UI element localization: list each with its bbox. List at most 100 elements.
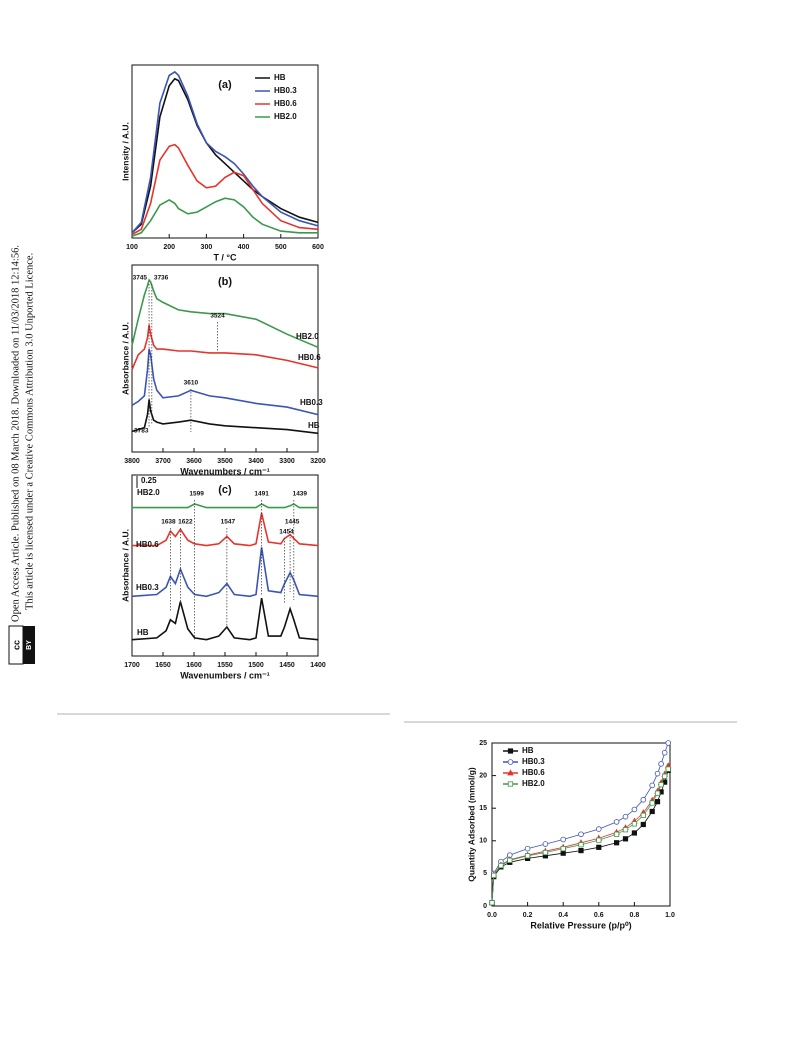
series-line	[132, 503, 318, 509]
point	[613, 819, 620, 825]
point	[578, 842, 584, 848]
plot-frame	[491, 742, 671, 907]
point	[622, 836, 629, 842]
x-tick-label: 600	[312, 244, 324, 251]
legend-label: HB	[274, 73, 286, 82]
annotation: 1445	[285, 519, 300, 526]
point	[662, 773, 668, 779]
point	[622, 827, 629, 833]
point	[595, 826, 602, 832]
point	[658, 761, 664, 767]
point	[640, 812, 646, 818]
point	[507, 759, 514, 765]
x-tick-label: 0.4	[558, 912, 568, 919]
badge-text: BY	[26, 640, 33, 650]
series-line	[131, 399, 319, 435]
point	[631, 806, 638, 813]
x-tick-label: 400	[238, 244, 250, 251]
point	[658, 782, 664, 788]
y-tick-label: 15	[479, 805, 487, 812]
chart-title: (b)	[218, 276, 232, 288]
annotation: 1547	[221, 519, 236, 526]
y-axis-label: Absorbance / A.U.	[120, 322, 130, 395]
annotation: 1622	[178, 519, 193, 526]
y-axis-label: Absorbance / A.U.	[120, 529, 130, 602]
x-tick-label: 1400	[310, 662, 326, 669]
y-tick-label: 10	[479, 838, 487, 845]
annotation: 1439	[293, 491, 308, 498]
x-tick-label: 1550	[217, 662, 233, 669]
annotation: 3783	[134, 428, 149, 435]
series-label: HB0.6	[136, 540, 159, 549]
y-tick-label: 0	[483, 903, 487, 910]
y-tick-label: 5	[483, 870, 487, 877]
point	[631, 821, 638, 827]
series-line	[131, 547, 319, 598]
point	[649, 808, 655, 815]
legend-label: HB0.6	[522, 768, 545, 777]
point	[654, 770, 661, 777]
point	[524, 845, 531, 852]
series-label: HB2.0	[137, 488, 160, 497]
plot-frame	[131, 64, 319, 239]
x-tick-label: 0.0	[487, 912, 497, 919]
x-tick-label: 1700	[124, 662, 140, 669]
point	[578, 847, 584, 854]
point	[614, 840, 620, 846]
scale-bar-label: 0.25	[141, 476, 157, 485]
annotation: 3736	[154, 275, 169, 282]
series-line	[131, 597, 319, 641]
y-axis-label: Quantity Adsorbed (mmol/g)	[466, 767, 476, 882]
series-line	[131, 143, 319, 236]
legend-label: HB0.6	[274, 99, 297, 108]
plot-frame	[131, 264, 319, 453]
legend-label: HB2.0	[274, 112, 297, 121]
x-tick-label: 1500	[248, 662, 264, 669]
sidebar-line: This article is licensed under a Creativ…	[24, 253, 35, 610]
legend-label: HB	[522, 746, 534, 755]
x-tick-label: 3200	[310, 458, 326, 465]
y-axis-label: Intensity / A.U.	[120, 122, 130, 181]
point	[654, 790, 661, 796]
legend-label: HB2.0	[522, 779, 545, 788]
x-tick-label: 3500	[217, 458, 233, 465]
x-tick-label: 3800	[124, 458, 140, 465]
point	[665, 740, 672, 746]
point	[542, 841, 549, 847]
point	[578, 831, 584, 838]
series-line	[131, 197, 318, 238]
x-tick-label: 1650	[155, 662, 171, 669]
chart-title: (c)	[218, 484, 232, 496]
annotation: 1454	[279, 529, 294, 536]
chart-title: (a)	[218, 79, 232, 91]
point	[649, 800, 655, 806]
legend-label: HB0.3	[274, 86, 297, 95]
x-axis-label: Wavenumbers / cm⁻¹	[180, 466, 269, 476]
x-tick-label: 0.8	[630, 912, 640, 919]
x-tick-label: 1600	[186, 662, 202, 669]
series-label: HB0.3	[300, 398, 323, 407]
point	[491, 872, 497, 878]
point	[507, 781, 514, 787]
x-tick-label: 0.2	[523, 912, 533, 919]
series-label: HB0.6	[298, 353, 321, 362]
point	[560, 846, 566, 852]
annotation: 1491	[254, 491, 269, 498]
x-tick-label: 500	[275, 244, 287, 251]
point	[654, 799, 661, 805]
series-line	[132, 512, 319, 547]
point	[596, 837, 602, 843]
point	[507, 769, 514, 776]
series-label: HB	[308, 421, 320, 430]
point	[661, 749, 668, 756]
annotation: 1599	[189, 491, 204, 498]
sidebar-line: Open Access Article. Published on 08 Mar…	[10, 245, 21, 622]
point	[640, 796, 647, 803]
x-tick-label: 3700	[155, 458, 171, 465]
point	[649, 782, 655, 789]
point	[631, 830, 638, 836]
badge	[23, 626, 35, 664]
x-axis-label: Relative Pressure (p/p⁰)	[530, 920, 631, 930]
series-line	[131, 278, 319, 349]
